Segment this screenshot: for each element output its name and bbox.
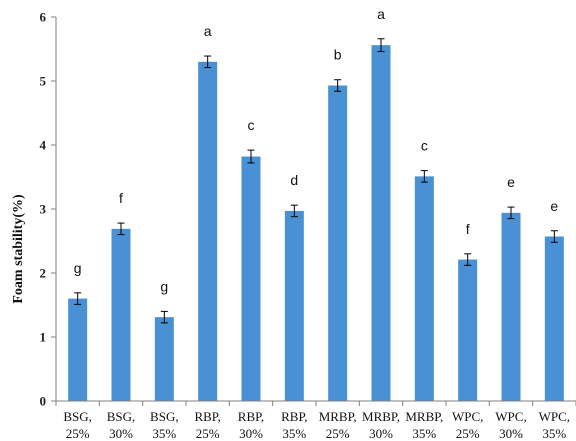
significance-label: g xyxy=(160,278,168,294)
x-category-label: MRBP, xyxy=(319,409,357,424)
significance-label: f xyxy=(119,190,123,206)
y-tick-label: 0 xyxy=(40,394,47,409)
x-category-label: RBP, xyxy=(194,409,220,424)
y-axis: 0 1 2 3 4 5 6 xyxy=(40,10,57,409)
bar xyxy=(458,259,478,401)
x-category-label: RBP, xyxy=(238,409,264,424)
significance-label: e xyxy=(507,174,515,190)
x-category-label: MRBP, xyxy=(405,409,443,424)
significance-label: g xyxy=(74,260,82,276)
x-category-label: 25% xyxy=(196,426,220,441)
significance-label: a xyxy=(377,6,385,22)
x-category-label: 25% xyxy=(456,426,480,441)
x-category-label: 30% xyxy=(239,426,263,441)
x-category-label: 25% xyxy=(66,426,90,441)
bar xyxy=(284,210,304,401)
x-axis: BSG, 25% BSG, 30% BSG, 35% RBP, 25% RBP, 30% RBP, 3… xyxy=(55,400,576,441)
y-axis-label: Foam stability(%) xyxy=(11,194,26,304)
x-category-label: WPC, xyxy=(539,409,570,424)
y-tick-label: 4 xyxy=(40,138,47,153)
significance-label: e xyxy=(550,198,558,214)
y-tick-label: 2 xyxy=(40,266,47,281)
x-category-label: 30% xyxy=(369,426,393,441)
significance-label: f xyxy=(466,221,470,237)
bar xyxy=(154,317,174,401)
x-category-label: WPC, xyxy=(452,409,483,424)
bar xyxy=(68,298,88,401)
y-tick-label: 5 xyxy=(40,74,47,89)
bar xyxy=(198,61,218,402)
x-category-label: BSG, xyxy=(107,409,136,424)
x-category-label: 30% xyxy=(109,426,133,441)
bar xyxy=(414,176,434,401)
bar xyxy=(328,85,348,401)
significance-label: c xyxy=(421,138,428,154)
x-category-label: BSG, xyxy=(150,409,179,424)
x-category-label: 35% xyxy=(282,426,306,441)
significance-label: a xyxy=(204,23,212,39)
significance-label: c xyxy=(248,117,255,133)
significance-label: b xyxy=(334,47,342,63)
x-category-label: 25% xyxy=(326,426,350,441)
x-category-label: 35% xyxy=(152,426,176,441)
x-category-label: BSG, xyxy=(63,409,92,424)
bars: g f g a c d b a c f e e xyxy=(68,6,564,402)
bar xyxy=(241,156,261,401)
x-category-label: RBP, xyxy=(281,409,307,424)
significance-label: d xyxy=(290,172,298,188)
x-category-label: 30% xyxy=(499,426,523,441)
y-tick-label: 6 xyxy=(40,10,47,25)
x-category-label: 35% xyxy=(542,426,566,441)
bar xyxy=(111,228,131,401)
y-tick-label: 3 xyxy=(40,202,47,217)
y-tick-label: 1 xyxy=(40,330,47,345)
x-category-label: 35% xyxy=(412,426,436,441)
bar xyxy=(371,45,391,401)
bar xyxy=(544,236,564,401)
x-category-label: MRBP, xyxy=(362,409,400,424)
x-category-label: WPC, xyxy=(495,409,526,424)
bar xyxy=(501,212,521,401)
